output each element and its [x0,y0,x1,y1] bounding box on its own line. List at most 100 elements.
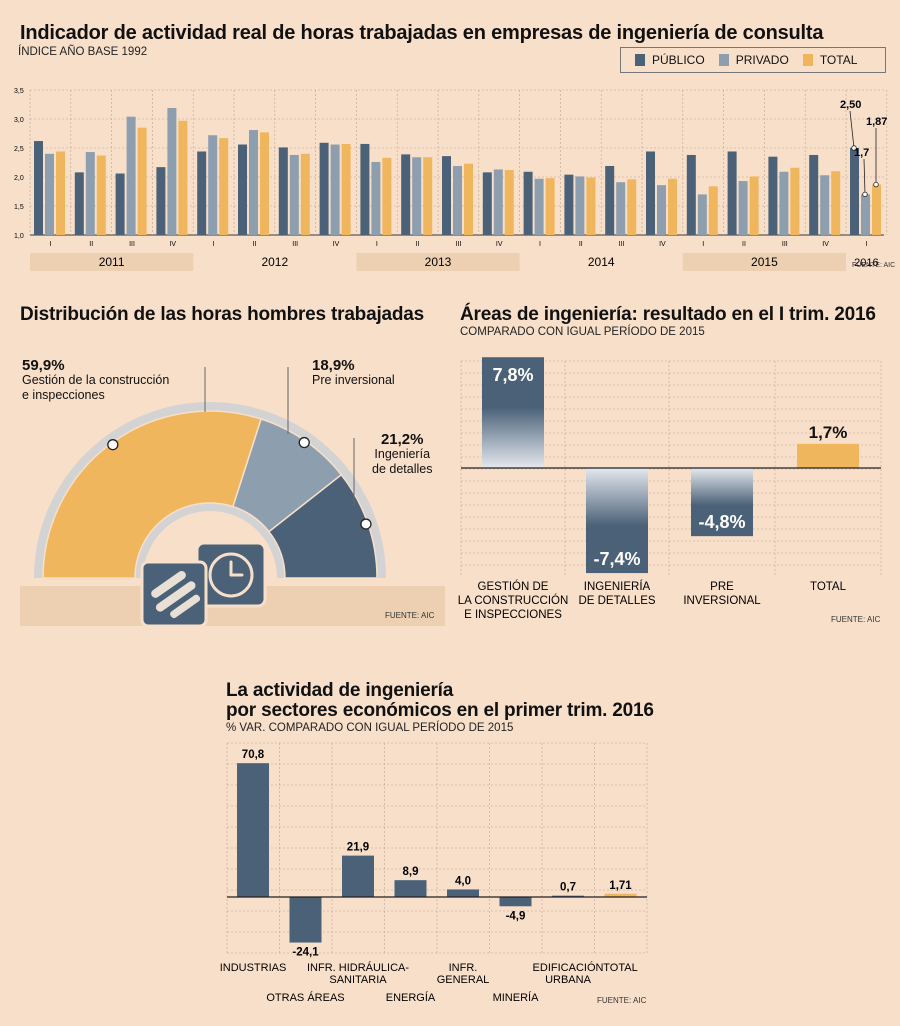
chart4-source: FUENTE: AIC [597,996,647,1005]
bar-value-label: 1,71 [609,880,632,892]
bar-privado [657,185,666,235]
bar-total [790,167,800,235]
bar-publico [156,167,166,235]
bar-privado [371,161,381,235]
bar-total [668,178,677,235]
annotation-dot [873,181,879,188]
year-band [682,253,846,271]
quarter-label: I [865,241,867,248]
chart4-title-1: La actividad de ingeniería [226,680,454,701]
bar-privado [493,169,503,235]
quarter-label: IV [169,241,176,248]
bar-publico [360,143,370,235]
year-band [356,253,520,271]
y-tick-label: 2,5 [14,146,24,153]
donut-inner-ring [135,503,285,578]
bar-value-label: 7,8% [492,365,533,385]
bar-privado [738,181,748,235]
bar-value-label: -4,8% [698,512,745,532]
bar-publico [34,141,43,235]
bar-value-label: -24,1 [292,947,319,959]
bar-total [627,179,637,235]
chart1-title: Indicador de actividad real de horas tra… [20,22,824,44]
bar-value-label: 21,9 [347,842,369,854]
y-tick-label: 2,0 [14,175,24,182]
quarter-label: III [129,241,135,248]
slice-text-gestion-1: Gestión de la construcción [22,373,170,387]
bar-value-label: 1,7% [809,423,848,442]
category-label: INGENIERÍA [584,580,651,593]
bar-total [464,163,473,235]
category-label: GENERAL [437,974,490,986]
quarter-label: II [742,241,746,248]
bar-hidraulica [342,855,374,897]
legend-item-total: TOTAL [802,53,857,67]
slice-pct-detalles: 21,2% [380,431,424,448]
bar-publico [197,151,207,235]
slice-label-gestion: 59,9% Gestión de la construcción e inspe… [22,358,169,403]
bar-total [341,143,351,235]
category-label: SANITARIA [329,974,387,986]
bar-total [708,186,718,235]
bar-value-label: -7,4% [593,549,640,569]
bar-total [300,153,310,235]
category-label: INDUSTRIAS [220,962,287,974]
bar-otras-areas [289,897,322,943]
annotation-label: 1,7 [854,147,869,159]
quarter-label: I [539,241,541,248]
bar-edificacion [552,895,584,897]
bar-publico [646,151,655,235]
y-tick-label: 3,0 [14,117,24,124]
quarter-label: III [619,241,625,248]
quarter-label: III [455,241,461,248]
quarter-label: IV [659,241,666,248]
category-label: INFR. [449,962,478,974]
quarter-label: IV [496,241,503,248]
y-tick-label: 3,5 [14,88,24,95]
bar-publico [482,172,492,235]
bar-publico [238,144,247,235]
bar-gestion [482,357,544,468]
quarter-label: II [579,241,583,248]
bar-publico [523,171,533,235]
annotation-dot [851,145,857,151]
slice-detalles [267,473,378,579]
legend-item-publico: PÚBLICO [635,53,705,67]
slice-text-gestion-2: e inspecciones [22,388,105,402]
quarter-label: II [252,241,256,248]
year-label: 2016 [854,257,878,269]
category-label: INFR. HIDRÁULICA- [307,961,409,974]
year-label: 2011 [99,255,125,269]
bar-publico [278,147,288,235]
bar-publico [115,173,125,235]
y-tick-label: 1,0 [14,233,24,240]
legend-item-privado: PRIVADO [718,53,789,67]
bar-publico [605,165,615,235]
quarter-label: I [376,241,378,248]
category-label: LA CONSTRUCCIÓN [458,594,569,607]
bar-privado [453,165,462,235]
y-tick-label: 1,5 [14,204,24,211]
bar-publico [442,156,451,235]
quarter-label: II [416,241,420,248]
chart3-title: Áreas de ingeniería: resultado en el I t… [460,304,876,325]
chart3-subtitle: COMPARADO CON IGUAL PERÍODO DE 2015 [460,326,705,338]
bar-privado [208,135,218,235]
legend-label-privado: PRIVADO [735,53,789,67]
legend-swatch-total [802,54,813,66]
bar-value-label: 70,8 [242,749,265,761]
bar-value-label: 8,9 [403,866,419,878]
slice-gestion [42,410,263,579]
category-label: OTRAS ÁREAS [266,991,344,1004]
clock-icon [195,541,267,608]
slice-marker [360,518,372,530]
bar-total [504,170,514,235]
bar-publico [564,174,574,235]
bar-total [260,132,269,235]
chart4-subtitle: % VAR. COMPARADO CON IGUAL PERÍODO DE 20… [226,722,514,734]
bar-privado [85,152,95,235]
bar-privado [330,144,340,235]
blueprint-rolls-icon [140,560,208,628]
bar-privado [616,182,626,235]
